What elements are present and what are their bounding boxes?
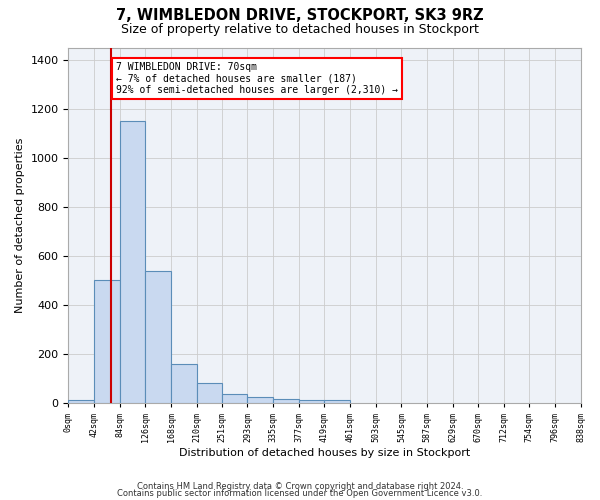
- Bar: [120, 121, 145, 403]
- Bar: [145, 270, 171, 403]
- Bar: [68, 400, 94, 403]
- Text: Size of property relative to detached houses in Stockport: Size of property relative to detached ho…: [121, 22, 479, 36]
- Bar: [171, 364, 197, 403]
- Text: Contains public sector information licensed under the Open Government Licence v3: Contains public sector information licen…: [118, 489, 482, 498]
- Bar: [325, 400, 350, 403]
- Bar: [299, 400, 325, 403]
- Bar: [222, 394, 247, 403]
- Bar: [247, 397, 273, 403]
- X-axis label: Distribution of detached houses by size in Stockport: Distribution of detached houses by size …: [179, 448, 470, 458]
- Y-axis label: Number of detached properties: Number of detached properties: [15, 138, 25, 313]
- Text: Contains HM Land Registry data © Crown copyright and database right 2024.: Contains HM Land Registry data © Crown c…: [137, 482, 463, 491]
- Text: 7, WIMBLEDON DRIVE, STOCKPORT, SK3 9RZ: 7, WIMBLEDON DRIVE, STOCKPORT, SK3 9RZ: [116, 8, 484, 22]
- Bar: [197, 384, 222, 403]
- Text: 7 WIMBLEDON DRIVE: 70sqm
← 7% of detached houses are smaller (187)
92% of semi-d: 7 WIMBLEDON DRIVE: 70sqm ← 7% of detache…: [116, 62, 398, 96]
- Bar: [273, 399, 299, 403]
- Bar: [94, 280, 120, 403]
